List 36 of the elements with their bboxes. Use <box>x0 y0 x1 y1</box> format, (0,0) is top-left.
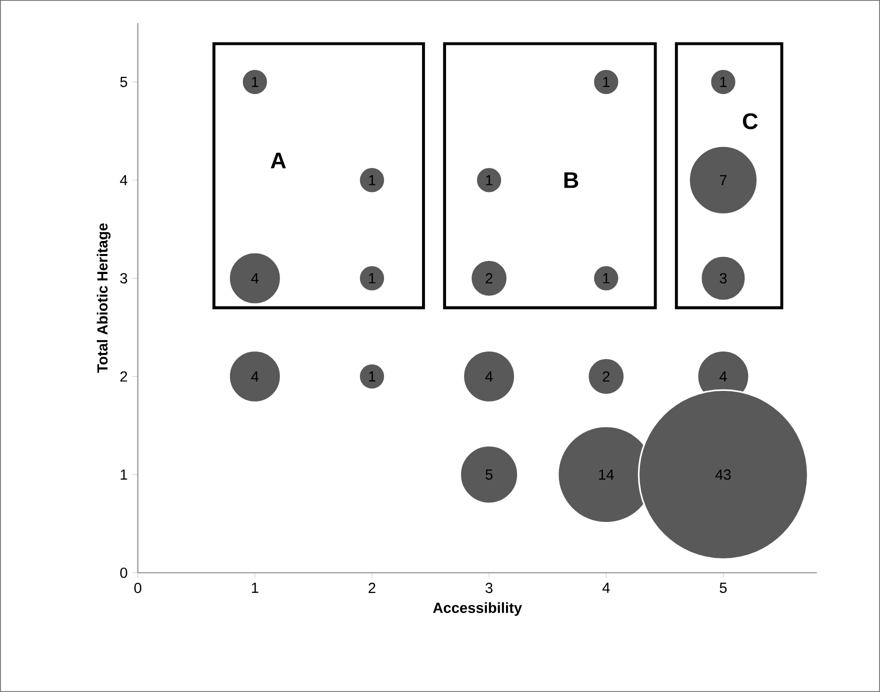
x-tick-label: 3 <box>486 582 492 594</box>
x-tick-label: 5 <box>720 582 727 594</box>
x-axis-title: Accessibility <box>433 602 522 616</box>
x-tick-label: 2 <box>368 582 376 594</box>
annotation: C <box>742 113 758 130</box>
data-label: 2 <box>602 371 610 382</box>
y-tick-label: 5 <box>120 76 128 88</box>
data-label: 4 <box>485 371 493 382</box>
y-tick-label: 4 <box>120 175 128 186</box>
data-label: 1 <box>369 175 376 186</box>
data-label: 1 <box>720 77 727 88</box>
y-tick-label: 0 <box>120 568 128 578</box>
annotation: A <box>270 152 286 168</box>
x-tick-label: 1 <box>252 582 258 593</box>
data-label: 1 <box>603 77 610 88</box>
data-label: 2 <box>486 273 492 284</box>
data-label: 4 <box>251 273 259 284</box>
data-label: 1 <box>369 273 376 284</box>
data-label: 4 <box>251 371 259 382</box>
x-tick-label: 0 <box>134 582 142 594</box>
data-label: 14 <box>599 470 614 480</box>
annotation: B <box>564 172 578 188</box>
data-label: 1 <box>486 175 492 186</box>
data-label: 5 <box>486 470 493 480</box>
y-tick-label: 3 <box>120 273 128 284</box>
x-tick-label: 4 <box>602 582 610 593</box>
data-label: 1 <box>603 273 610 284</box>
data-label: 4 <box>720 371 727 382</box>
data-label: 43 <box>715 469 731 480</box>
data-label: 1 <box>369 371 376 382</box>
y-axis-title: Total Abiotic Heritage <box>96 223 111 373</box>
data-label: 1 <box>252 77 258 88</box>
y-tick-label: 1 <box>120 470 128 480</box>
data-label: 7 <box>720 175 727 186</box>
data-label: 3 <box>720 273 727 284</box>
y-tick-label: 2 <box>120 371 128 382</box>
